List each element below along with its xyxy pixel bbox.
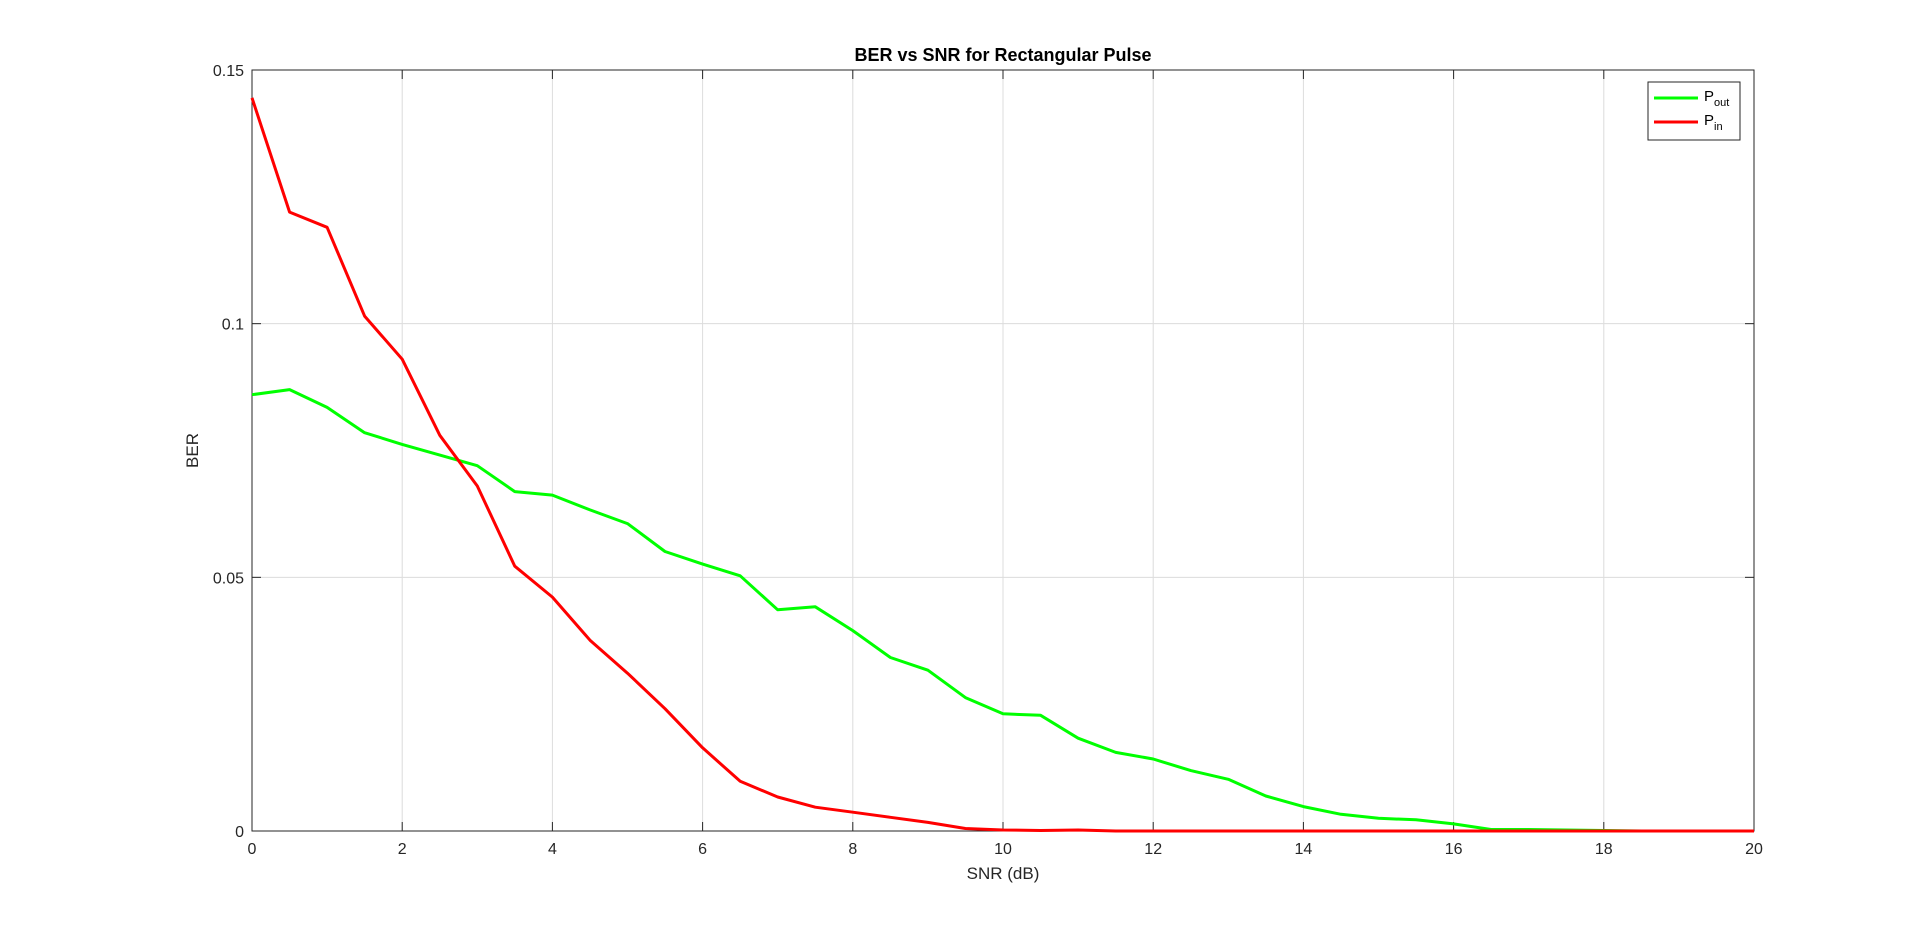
axis-tick-labels: 0 2 4 6 8 10 12 14 16 18 20 0 0.05 0.1 0.15 [213,63,1763,858]
legend-box [1647,81,1741,141]
x-tick-label: 16 [1445,841,1463,858]
y-tick-label: 0.05 [213,570,244,587]
legend-label-subscript: out [1714,97,1729,109]
series-line-P-in [250,97,1754,833]
x-tick-label: 18 [1595,841,1613,858]
chart-title: BER vs SNR for Rectangular Pulse [854,45,1151,65]
x-tick-label: 4 [548,841,557,858]
y-tick-label: 0.15 [213,63,244,80]
y-tick-label: 0 [235,824,244,841]
axis-ticks [251,69,1755,832]
x-tick-label: 2 [398,841,407,858]
legend-label-subscript: in [1714,121,1723,133]
y-tick-label: 0.1 [222,317,244,334]
x-tick-label: 14 [1295,841,1313,858]
x-tick-label: 10 [994,841,1012,858]
x-axis-label: SNR (dB) [967,864,1040,883]
x-tick-label: 6 [698,841,707,858]
y-axis-label: BER [183,433,202,468]
series-lines [250,97,1754,833]
x-tick-label: 12 [1144,841,1162,858]
plot-area [251,69,1755,832]
x-tick-label: 20 [1745,841,1763,858]
x-tick-label: 0 [248,841,257,858]
x-tick-label: 8 [848,841,857,858]
